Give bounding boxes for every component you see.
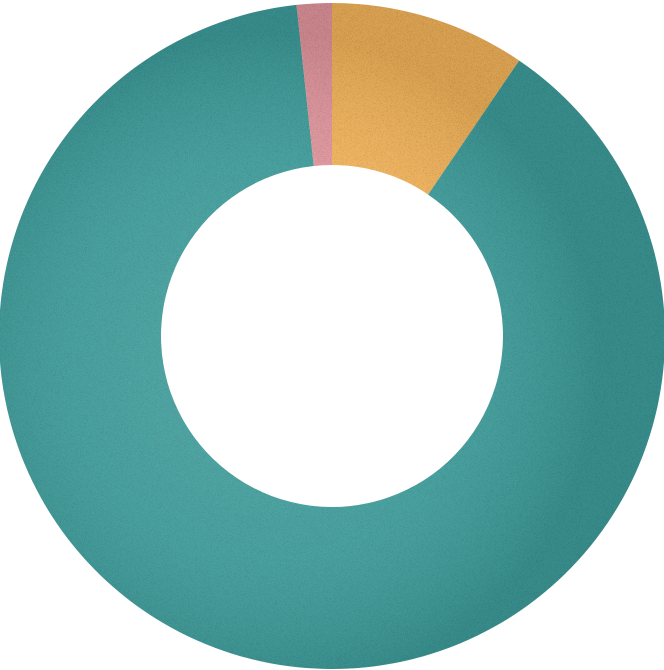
donut-slices	[0, 3, 664, 669]
